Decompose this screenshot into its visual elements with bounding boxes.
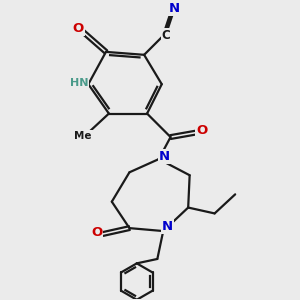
- Text: N: N: [159, 150, 170, 163]
- Text: O: O: [91, 226, 102, 239]
- Text: Me: Me: [74, 130, 92, 141]
- Text: O: O: [72, 22, 84, 35]
- Text: HN: HN: [70, 78, 88, 88]
- Text: N: N: [169, 2, 180, 15]
- Text: N: N: [162, 220, 173, 233]
- Text: C: C: [162, 29, 170, 42]
- Text: O: O: [196, 124, 208, 137]
